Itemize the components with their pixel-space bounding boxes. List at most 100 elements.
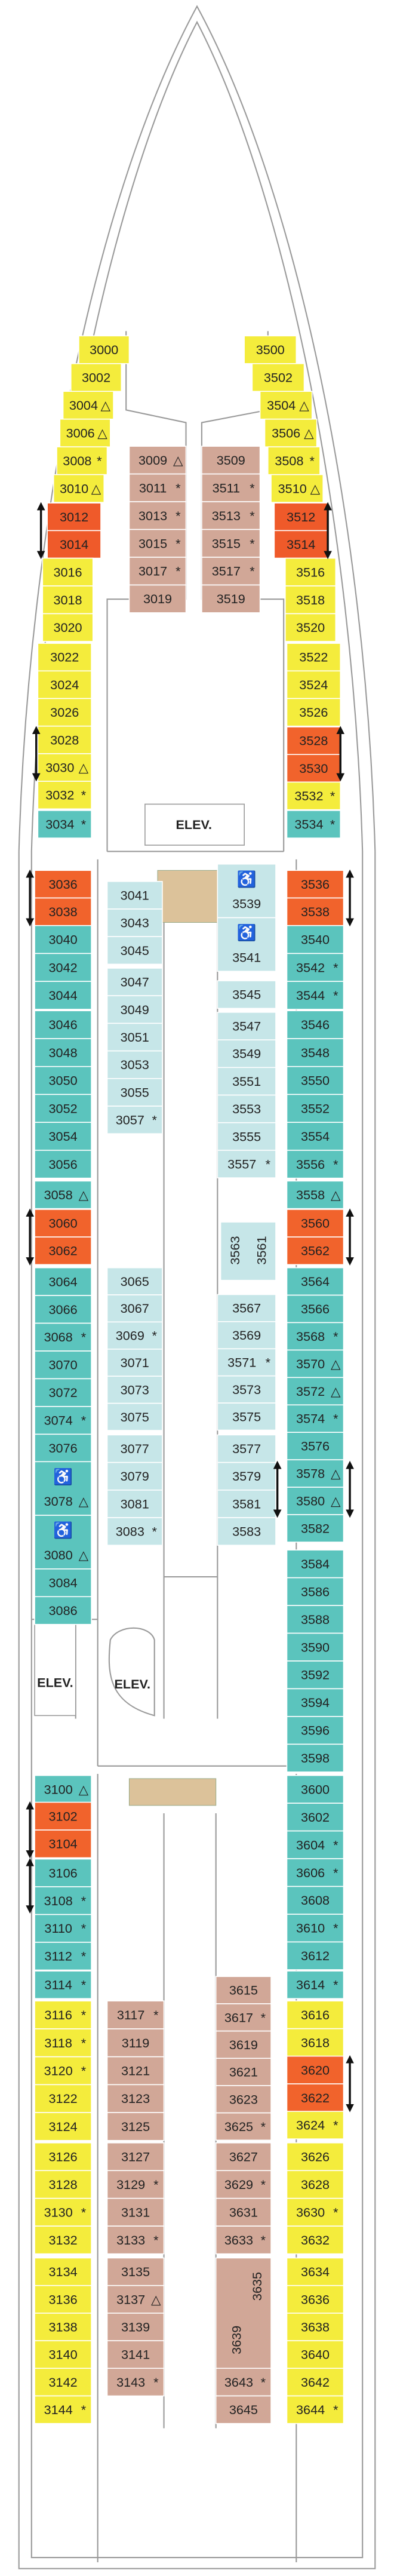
- cabin-number: 3051: [121, 1030, 149, 1045]
- cabin-number: 3576: [301, 1439, 330, 1454]
- cabin-number: 3549: [232, 1046, 261, 1061]
- cabin: [34, 1378, 92, 1407]
- cabin-number: 3083: [116, 1524, 144, 1539]
- cabin-number: 3631: [229, 2205, 258, 2219]
- cabin-number: 3626: [301, 2150, 330, 2164]
- cabin-mark: *: [333, 1865, 338, 1880]
- cabin: [34, 1094, 92, 1123]
- cabin: [286, 2083, 344, 2113]
- cabin-number: 3056: [49, 1157, 78, 1172]
- cabin-number: 3122: [49, 2091, 78, 2106]
- cabin: [215, 2058, 272, 2086]
- cabin-number: 3629: [224, 2177, 253, 2192]
- cabin-number: 3569: [232, 1328, 261, 1343]
- cabin: [286, 1941, 344, 1970]
- cabin-mark: △: [79, 1187, 89, 1202]
- cabin: [286, 1209, 344, 1238]
- cabin: [34, 953, 92, 982]
- cabin: [217, 1517, 276, 1546]
- cabin-number: 3008: [63, 453, 91, 468]
- cabin-block: [215, 2257, 272, 2369]
- cabin-number: 3632: [301, 2233, 330, 2248]
- cabin-number: 3606: [296, 1865, 325, 1880]
- accessible-icon: ♿: [237, 870, 257, 888]
- cabin-number: 3135: [121, 2264, 150, 2279]
- cabin: [34, 1596, 92, 1625]
- cabin-number: 3116: [44, 2007, 72, 2022]
- cabin: [37, 810, 92, 839]
- cabin-mark: *: [81, 1413, 87, 1428]
- cabin: [286, 2340, 344, 2369]
- cabin-number: 3551: [232, 1074, 261, 1089]
- cabin: [106, 1321, 163, 1350]
- cabin: [286, 1632, 344, 1662]
- cabin: [285, 557, 337, 587]
- cabin-number: 3642: [301, 2375, 330, 2390]
- cabin-mark: △: [97, 425, 107, 440]
- cabin: [286, 2055, 344, 2084]
- cabin-number: 3074: [44, 1413, 73, 1428]
- cabin: [286, 1660, 344, 1690]
- cabin-number: 3019: [143, 591, 172, 606]
- cabin-number: 3081: [121, 1496, 149, 1511]
- cabin-number: 3526: [299, 705, 328, 720]
- cabin: [215, 1976, 272, 2004]
- cabin-number: 3126: [49, 2150, 78, 2164]
- cabin-number: 3558: [296, 1187, 325, 1202]
- cabin: [106, 2112, 165, 2141]
- cabin-mark: *: [261, 2119, 266, 2134]
- cabin-block: [220, 1221, 276, 1281]
- cabin-number: 3048: [49, 1045, 78, 1060]
- cabin-mark: *: [330, 817, 335, 832]
- cabin: [215, 2142, 272, 2172]
- cabin-number: 3042: [49, 960, 78, 975]
- cabin: [34, 2368, 92, 2397]
- cabin-number: 3018: [53, 592, 82, 607]
- cabin: [106, 2313, 165, 2341]
- cabin-number: 3500: [256, 342, 285, 357]
- cabin: [286, 2395, 344, 2424]
- cabin-mark: *: [250, 480, 255, 495]
- accessible-icon: ♿: [237, 924, 257, 942]
- cabin: [106, 1077, 163, 1107]
- cabin-number: 3555: [232, 1129, 261, 1144]
- cabin: [286, 1294, 344, 1324]
- cabin-mark: *: [152, 1524, 158, 1539]
- elevator-label: ELEV.: [115, 1677, 151, 1691]
- cabin: [34, 1010, 92, 1039]
- cabin-number: 3636: [301, 2292, 330, 2307]
- cabin: [70, 363, 122, 392]
- cabin-number: 3594: [301, 1695, 330, 1710]
- cabin-mark: *: [81, 2063, 87, 2078]
- cabin: [286, 2111, 344, 2139]
- cabin: [286, 1038, 344, 1067]
- cabin-number: 3577: [232, 1441, 261, 1456]
- cabin: [286, 1858, 344, 1887]
- cabin-number: 3015: [138, 536, 167, 551]
- cabin: [34, 1801, 92, 1831]
- cabin-number: 3634: [301, 2264, 330, 2279]
- cabin: [267, 446, 321, 475]
- cabin-number: 3060: [49, 1215, 78, 1230]
- cabin-mark: *: [81, 1921, 87, 1936]
- cabin-mark: *: [81, 2205, 87, 2219]
- cabin-number: 3022: [50, 650, 79, 665]
- cabin-mark: *: [152, 1328, 158, 1343]
- cabin-number: 3504: [267, 398, 296, 413]
- cabin-number: 3602: [301, 1810, 330, 1825]
- cabin-number: 3596: [301, 1723, 330, 1738]
- cabin-number: 3129: [116, 2177, 145, 2192]
- cabin-number: 3512: [287, 509, 315, 524]
- cabin: [286, 953, 344, 982]
- cabin: [106, 1349, 163, 1377]
- cabin: [106, 1490, 163, 1518]
- cabin: [34, 1515, 92, 1570]
- cabin-number: 3069: [116, 1328, 144, 1343]
- cabin: [34, 2028, 92, 2058]
- cabin-number: 3120: [44, 2063, 73, 2078]
- cabin-number: 3572: [296, 1384, 325, 1399]
- cabin-mark: *: [333, 1157, 338, 1172]
- cabin-number: 3604: [296, 1837, 325, 1852]
- cabin: [217, 1012, 276, 1040]
- cabin-number: 3545: [232, 987, 261, 1002]
